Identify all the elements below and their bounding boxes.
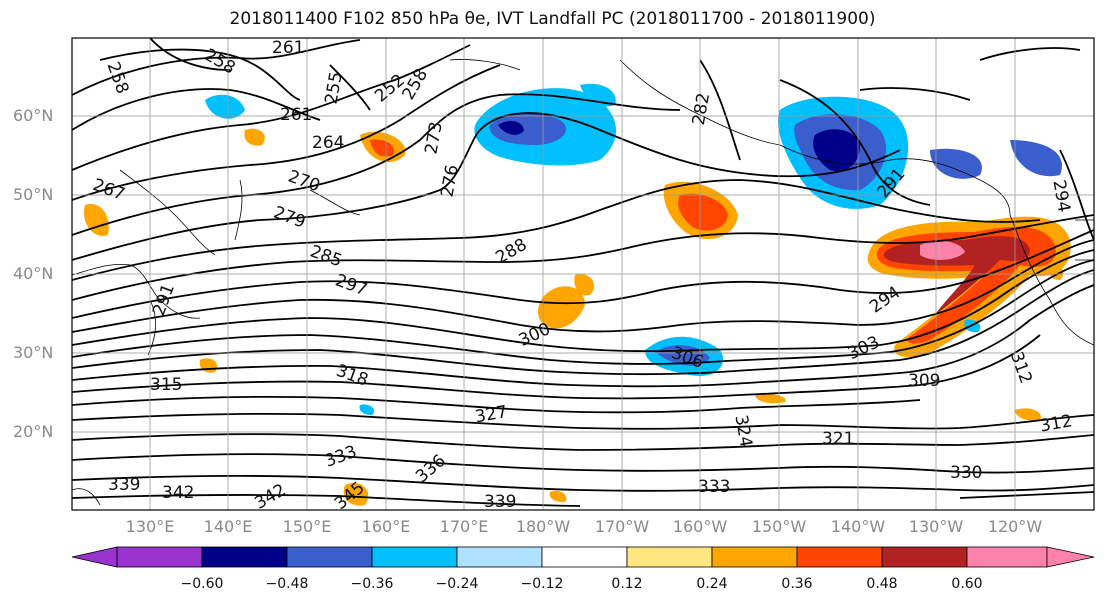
lon-label: 130°W [908, 517, 964, 536]
colorbar-bin [286, 546, 373, 568]
colorbar-bin [796, 546, 883, 568]
colorbar-bin [541, 546, 628, 568]
lon-label: 120°W [987, 517, 1043, 536]
map-title: 2018011400 F102 850 hPa θe, IVT Landfall… [229, 9, 876, 29]
lat-label: 30°N [13, 343, 54, 362]
contour-label: 309 [908, 371, 940, 391]
lon-label: 140°W [830, 517, 886, 536]
colorbar-tick-label: 0.24 [696, 576, 728, 592]
colorbar-extend-high [1046, 546, 1095, 568]
colorbar-tick-label: 0.48 [866, 576, 898, 592]
theta-e-contours [72, 38, 1094, 507]
contour-label: 321 [822, 429, 854, 449]
colorbar-bin [116, 546, 203, 568]
colorbar-bin [966, 546, 1048, 568]
lat-label: 40°N [13, 264, 54, 283]
colorbar-bin [456, 546, 543, 568]
lon-label: 180°W [515, 517, 571, 536]
colorbar-tick-label: 0.36 [781, 576, 813, 592]
lon-label: 150°W [751, 517, 807, 536]
lat-label: 20°N [13, 422, 54, 441]
colorbar-tick-label: −0.48 [265, 576, 309, 592]
contour-label: 330 [950, 463, 982, 483]
lon-label: 130°E [125, 517, 175, 536]
lon-label: 150°E [282, 517, 332, 536]
contour-label: 261 [272, 38, 304, 58]
lon-label: 140°E [203, 517, 253, 536]
colorbar-tick-label: −0.12 [520, 576, 564, 592]
lat-label: 60°N [13, 106, 54, 125]
coastlines [72, 59, 1094, 506]
colorbar-bin [371, 546, 458, 568]
lon-label: 160°W [672, 517, 728, 536]
colorbar-tick-label: −0.36 [350, 576, 394, 592]
colorbar-tick-label: −0.24 [435, 576, 479, 592]
lon-label: 170°W [594, 517, 650, 536]
colorbar-extend-low [71, 546, 118, 568]
contour-label: 315 [150, 375, 182, 395]
contour-label: 339 [484, 492, 516, 512]
colorbar-tick-label: −0.60 [180, 576, 224, 592]
plot-frame [71, 37, 1095, 511]
contour-label: 261 [280, 105, 312, 125]
colorbar-tick-label: 0.12 [611, 576, 643, 592]
graticule [72, 38, 1094, 510]
colorbar-bin [711, 546, 798, 568]
colorbar-bin [201, 546, 288, 568]
colorbar-tick-label: 0.60 [951, 576, 983, 592]
colorbar-bin [626, 546, 713, 568]
contour-label: 339 [108, 475, 140, 495]
lat-label: 50°N [13, 185, 54, 204]
colorbar [71, 546, 1095, 568]
contour-label: 333 [698, 477, 730, 497]
contour-label: 264 [312, 133, 344, 153]
lon-label: 170°E [439, 517, 489, 536]
lon-label: 160°E [361, 517, 411, 536]
contour-label: 342 [162, 483, 194, 503]
colorbar-bin [881, 546, 968, 568]
